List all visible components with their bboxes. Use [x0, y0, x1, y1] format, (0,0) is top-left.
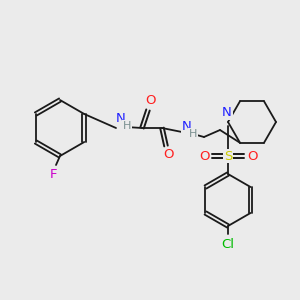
Text: N: N — [222, 106, 232, 119]
Text: N: N — [116, 112, 126, 125]
Text: S: S — [224, 149, 232, 163]
Text: Cl: Cl — [221, 238, 235, 250]
Text: O: O — [145, 94, 155, 107]
Text: H: H — [189, 129, 197, 139]
Text: O: O — [199, 149, 209, 163]
Text: F: F — [50, 167, 58, 181]
Text: O: O — [247, 149, 257, 163]
Text: H: H — [123, 121, 131, 131]
Text: N: N — [182, 121, 192, 134]
Text: O: O — [163, 148, 173, 161]
